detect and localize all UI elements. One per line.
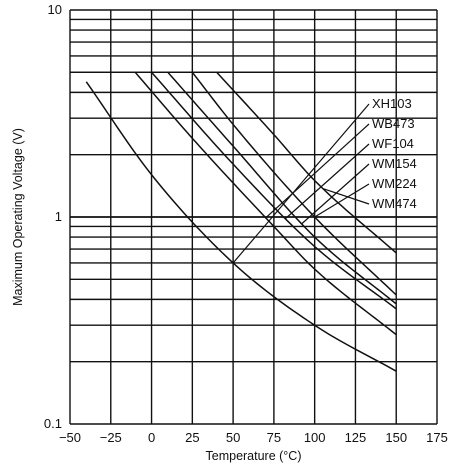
legend-leader-wm224 xyxy=(314,183,370,218)
x-tick-label: 100 xyxy=(304,430,326,445)
labels: XH103 WB473 WF104 WM154 WM224 WM474 −50 −25 0 25 5… xyxy=(11,2,448,463)
series-line-wb473 xyxy=(134,71,397,336)
curves xyxy=(85,71,397,372)
legend-label-wm224: WM224 xyxy=(372,176,417,191)
y-axis-label: Maximum Operating Voltage (V) xyxy=(11,128,25,306)
grid xyxy=(69,9,438,425)
legend-label-wm474: WM474 xyxy=(372,196,417,211)
y-tick-label: 1 xyxy=(55,209,62,224)
legend-label-wf104: WF104 xyxy=(372,136,414,151)
series-line-wm474 xyxy=(216,71,397,254)
legend-label-wm154: WM154 xyxy=(372,156,417,171)
legend-label-xh103: XH103 xyxy=(372,96,412,111)
x-tick-label: −50 xyxy=(59,430,81,445)
x-tick-label: −25 xyxy=(100,430,122,445)
x-axis-label: Temperature (°C) xyxy=(206,449,302,463)
x-tick-label: 25 xyxy=(185,430,199,445)
series-line-xh103 xyxy=(85,81,397,372)
x-tick-label: 175 xyxy=(426,430,448,445)
y-tick-label: 10 xyxy=(48,2,62,17)
legend-leader-wm154 xyxy=(301,163,370,225)
legend-leaders xyxy=(232,103,370,264)
y-tick-label: 0.1 xyxy=(44,416,62,431)
x-tick-label: 50 xyxy=(226,430,240,445)
x-tick-label: 0 xyxy=(148,430,155,445)
legend-leader-xh103 xyxy=(232,103,370,264)
legend-label-wb473: WB473 xyxy=(372,116,415,131)
series-line-wm224 xyxy=(191,71,397,296)
x-tick-label: 150 xyxy=(385,430,407,445)
series-line-wf104 xyxy=(150,71,397,310)
x-tick-label: 125 xyxy=(345,430,367,445)
legend-leader-wm474 xyxy=(322,188,370,205)
x-tick-label: 75 xyxy=(267,430,281,445)
legend-leader-wf104 xyxy=(284,143,370,220)
legend-leader-wb473 xyxy=(265,123,370,219)
